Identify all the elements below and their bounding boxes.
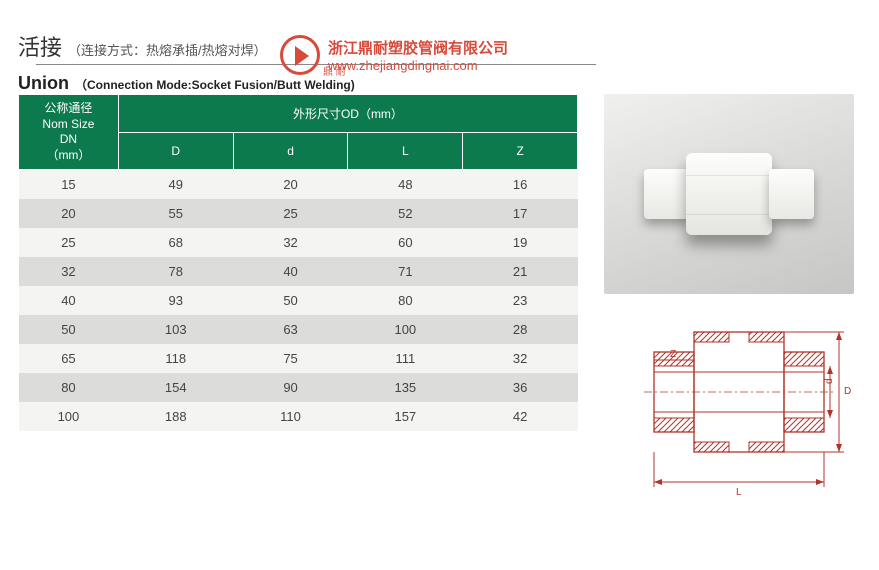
company-url: www.zhejiangdingnai.com — [328, 58, 508, 73]
product-photo — [604, 94, 854, 294]
diagram-label-Z: Z — [670, 349, 676, 360]
table-cell: 80 — [348, 286, 463, 315]
th-Z: Z — [463, 132, 578, 170]
table-cell: 40 — [233, 257, 348, 286]
table-cell: 21 — [463, 257, 578, 286]
diagram-label-L: L — [736, 487, 742, 498]
table-cell: 63 — [233, 315, 348, 344]
table-cell: 50 — [19, 315, 119, 344]
table-cell: 36 — [463, 373, 578, 402]
table-cell: 154 — [118, 373, 233, 402]
spec-table-body: 1549204816205525521725683260193278407121… — [19, 170, 578, 432]
th-od-group: 外形尺寸OD（mm） — [118, 95, 577, 133]
th-d: d — [233, 132, 348, 170]
table-cell: 110 — [233, 402, 348, 431]
company-logo-icon — [280, 35, 320, 75]
table-row: 4093508023 — [19, 286, 578, 315]
table-cell: 188 — [118, 402, 233, 431]
table-cell: 60 — [348, 228, 463, 257]
table-cell: 68 — [118, 228, 233, 257]
table-cell: 100 — [19, 402, 119, 431]
table-row: 651187511132 — [19, 344, 578, 373]
spec-table-wrap: 公称通径 Nom Size DN （mm） 外形尺寸OD（mm） D d L Z… — [18, 94, 578, 512]
table-cell: 28 — [463, 315, 578, 344]
table-cell: 17 — [463, 199, 578, 228]
product-title-en: Union — [18, 73, 69, 94]
table-cell: 50 — [233, 286, 348, 315]
table-cell: 93 — [118, 286, 233, 315]
th-nom-l2: Nom Size — [23, 117, 114, 133]
table-row: 2568326019 — [19, 228, 578, 257]
table-cell: 49 — [118, 170, 233, 200]
th-D: D — [118, 132, 233, 170]
table-cell: 80 — [19, 373, 119, 402]
th-nom-size: 公称通径 Nom Size DN （mm） — [19, 95, 119, 170]
table-row: 2055255217 — [19, 199, 578, 228]
table-cell: 103 — [118, 315, 233, 344]
table-cell: 52 — [348, 199, 463, 228]
diagram-label-d: d — [824, 378, 835, 384]
technical-diagram: Z L D d — [604, 312, 854, 512]
table-cell: 32 — [19, 257, 119, 286]
table-cell: 15 — [19, 170, 119, 200]
table-cell: 32 — [233, 228, 348, 257]
table-row: 801549013536 — [19, 373, 578, 402]
table-cell: 135 — [348, 373, 463, 402]
table-cell: 42 — [463, 402, 578, 431]
table-cell: 71 — [348, 257, 463, 286]
table-row: 3278407121 — [19, 257, 578, 286]
table-row: 501036310028 — [19, 315, 578, 344]
table-cell: 25 — [19, 228, 119, 257]
th-nom-l4: （mm） — [23, 148, 114, 164]
th-nom-l3: DN — [23, 132, 114, 148]
diagram-label-D: D — [844, 386, 851, 397]
table-row: 10018811015742 — [19, 402, 578, 431]
table-cell: 90 — [233, 373, 348, 402]
product-subtitle-cn: （连接方式：热熔承插/热熔对焊） — [68, 40, 267, 59]
table-cell: 20 — [19, 199, 119, 228]
table-cell: 55 — [118, 199, 233, 228]
table-cell: 100 — [348, 315, 463, 344]
table-cell: 48 — [348, 170, 463, 200]
table-cell: 23 — [463, 286, 578, 315]
table-cell: 65 — [19, 344, 119, 373]
table-cell: 25 — [233, 199, 348, 228]
table-cell: 16 — [463, 170, 578, 200]
table-cell: 19 — [463, 228, 578, 257]
spec-table: 公称通径 Nom Size DN （mm） 外形尺寸OD（mm） D d L Z… — [18, 94, 578, 431]
table-cell: 40 — [19, 286, 119, 315]
table-cell: 75 — [233, 344, 348, 373]
table-cell: 20 — [233, 170, 348, 200]
table-cell: 118 — [118, 344, 233, 373]
product-title-cn: 活接 — [18, 30, 62, 62]
company-name-cn: 浙江鼎耐塑胶管阀有限公司 — [328, 37, 508, 58]
watermark: 浙江鼎耐塑胶管阀有限公司 www.zhejiangdingnai.com — [280, 35, 508, 75]
table-cell: 78 — [118, 257, 233, 286]
table-cell: 111 — [348, 344, 463, 373]
table-cell: 32 — [463, 344, 578, 373]
th-nom-l1: 公称通径 — [23, 101, 114, 117]
table-cell: 157 — [348, 402, 463, 431]
table-row: 1549204816 — [19, 170, 578, 200]
product-subtitle-en: （Connection Mode:Socket Fusion/Butt Weld… — [75, 76, 355, 93]
th-L: L — [348, 132, 463, 170]
